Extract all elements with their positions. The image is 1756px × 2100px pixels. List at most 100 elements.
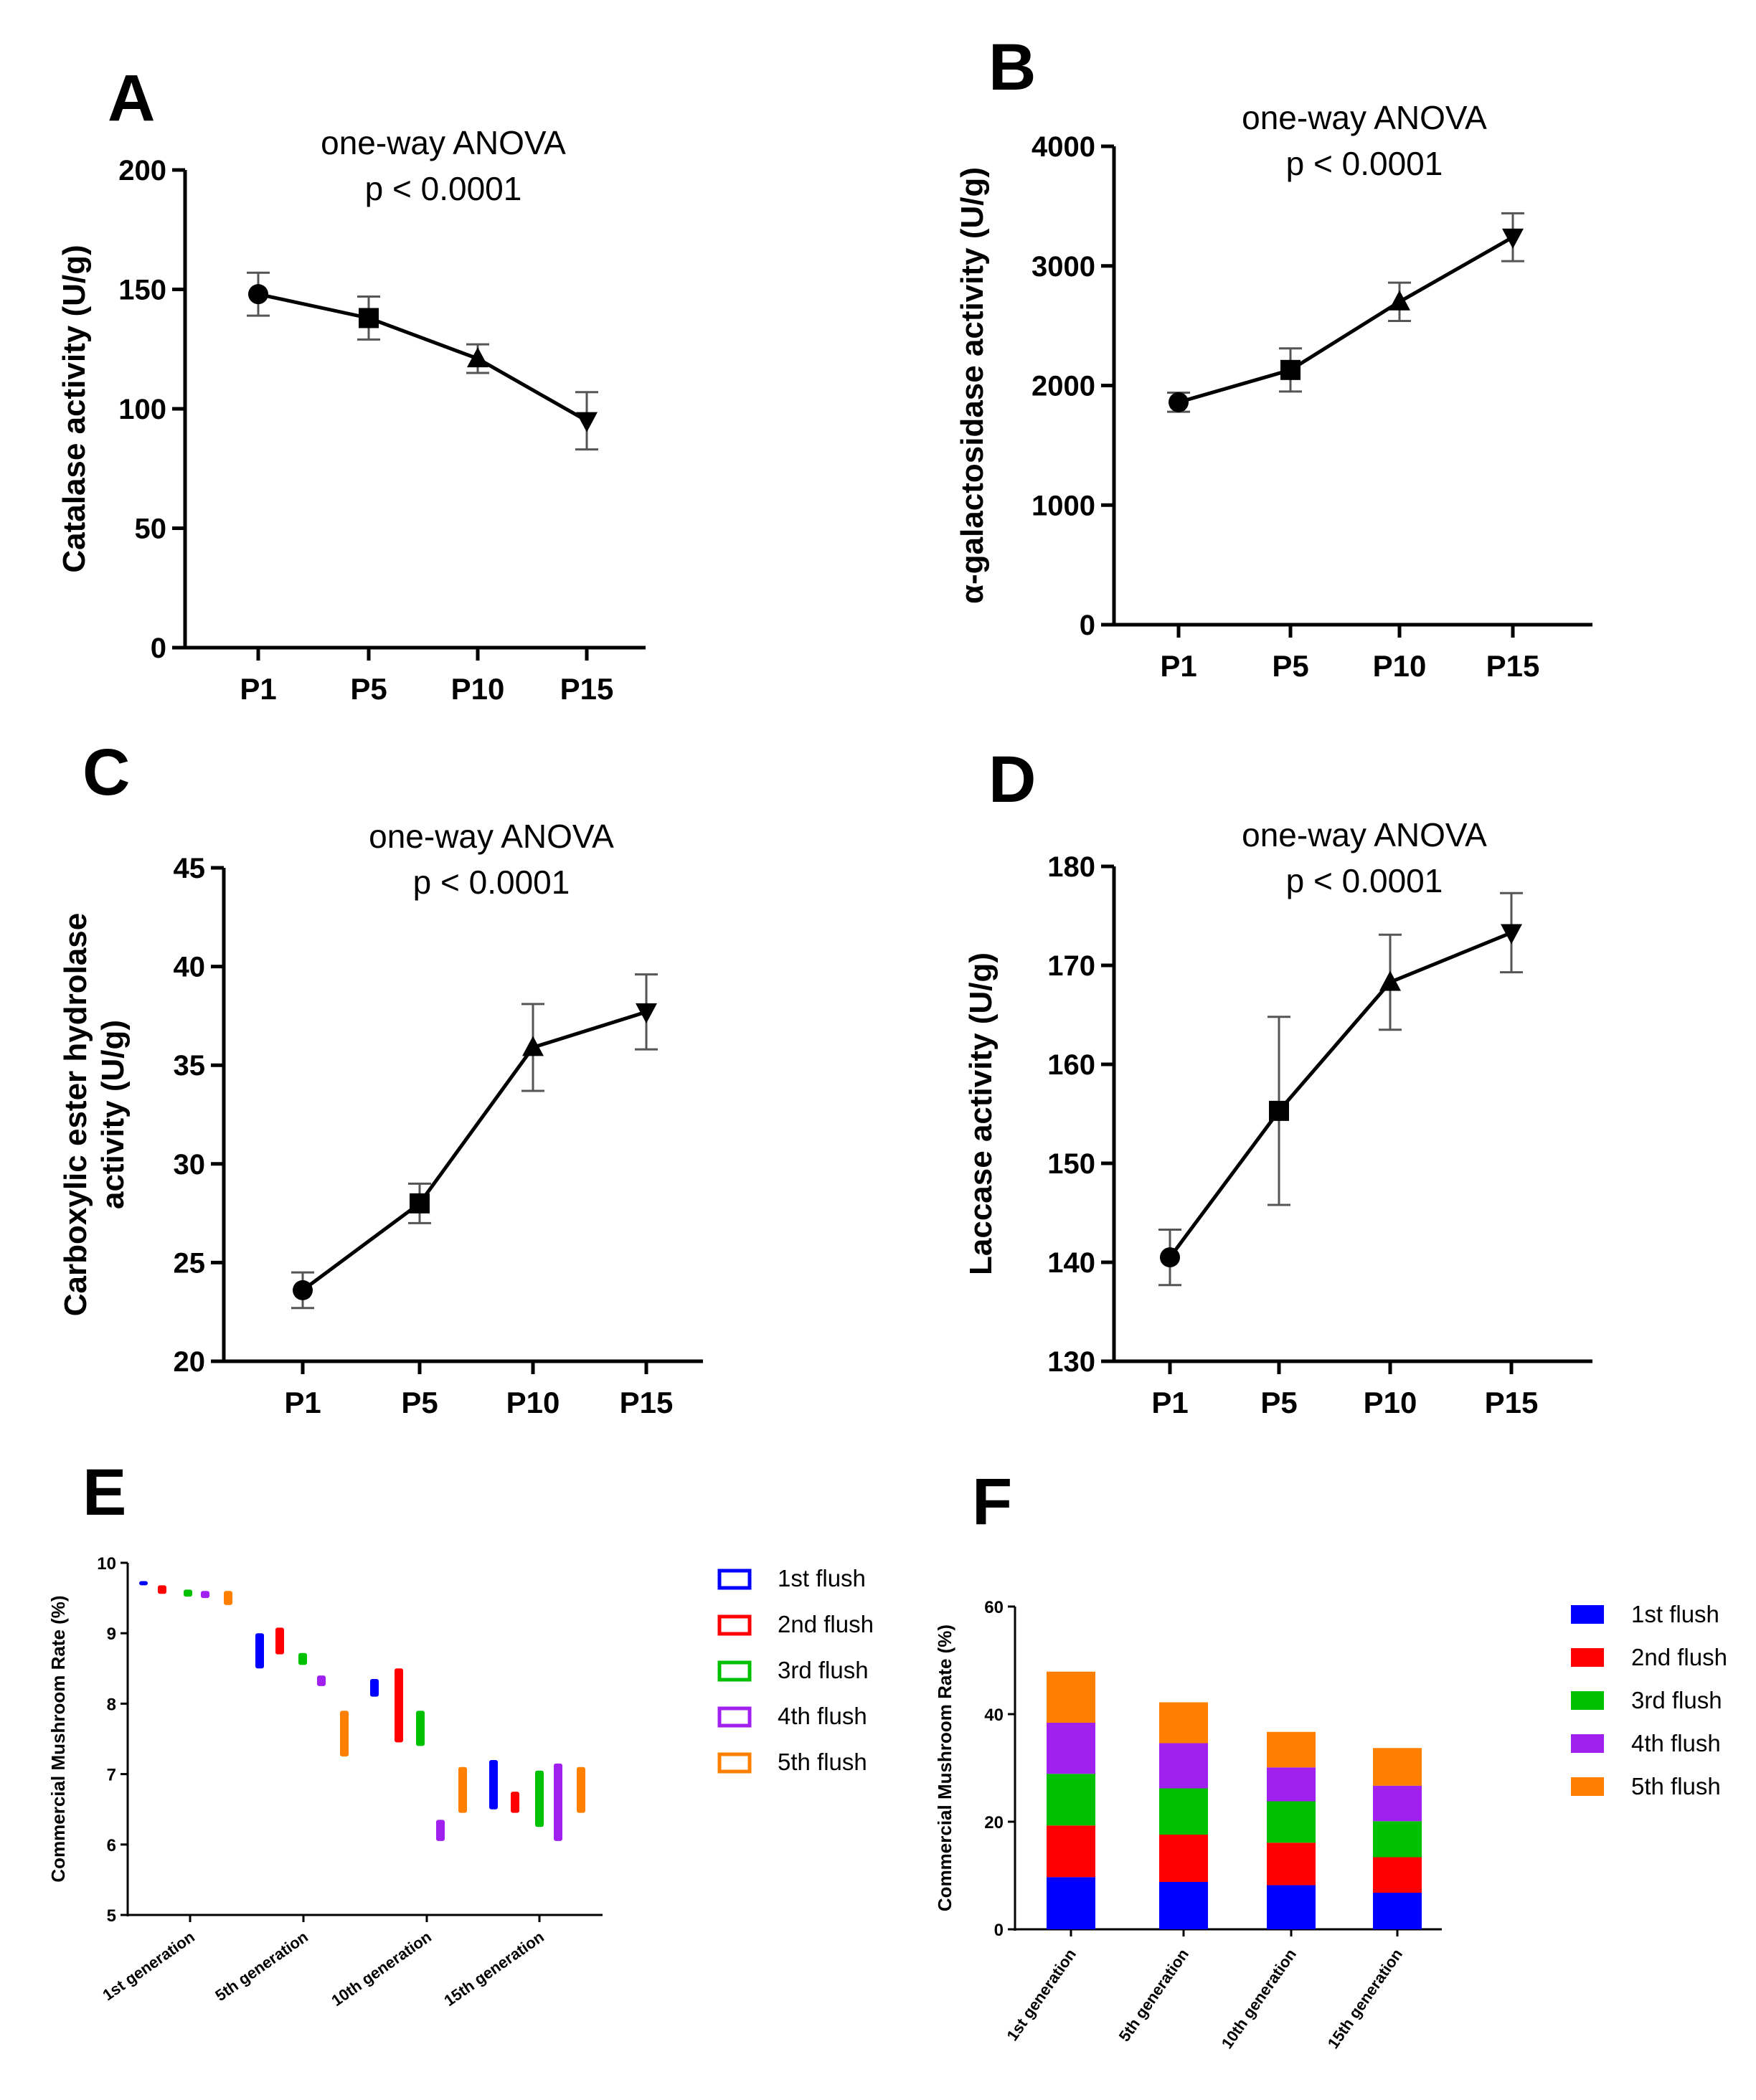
- panel-e-range-3rd-flush-10th-generation: [416, 1711, 425, 1746]
- panel-f-legend-label-5th-flush: 5th flush: [1631, 1773, 1721, 1799]
- panel-a-point-p10-marker: [467, 347, 488, 368]
- panel-e-range-5th-flush-10th-generation: [458, 1766, 467, 1813]
- panel-f-bar-4th-flush-10th-generation: [1267, 1767, 1316, 1802]
- panel-d-y-axis-label: Laccase activity (U/g): [963, 952, 999, 1275]
- panel-e-legend-swatch-4th-flush: [717, 1706, 752, 1728]
- panel-d-point-p1-marker: [1160, 1247, 1180, 1268]
- panel-b-y-tick-label: 0: [1080, 610, 1095, 641]
- panel-b-point-p5-marker: [1280, 359, 1301, 380]
- panel-e-range-2nd-flush-10th-generation: [395, 1668, 403, 1743]
- panel-e-y-tick-label: 8: [107, 1695, 116, 1714]
- panel-f-legend-swatch-4th-flush: [1571, 1734, 1604, 1753]
- panel-f-y-tick-label: 40: [984, 1706, 1004, 1725]
- panel-e-range-2nd-flush-1st-generation: [158, 1585, 166, 1594]
- panel-d-series-line: [1168, 931, 1512, 1259]
- panel-f-bar-5th-flush-15th-generation: [1373, 1748, 1422, 1786]
- panel-e-x-tick-label-10th-generation: 10th generation: [328, 1928, 435, 2010]
- panel-d-y-tick-label: 180: [1047, 851, 1095, 883]
- panel-e-y-tick-label: 10: [97, 1554, 116, 1574]
- panel-f-bar-1st-flush-15th-generation: [1373, 1893, 1422, 1929]
- panel-e-range-5th-flush-15th-generation: [577, 1766, 585, 1813]
- panel-e-range-3rd-flush-1st-generation: [184, 1589, 192, 1597]
- panel-d-y-tick-label: 140: [1047, 1247, 1095, 1279]
- panel-f-bar-4th-flush-1st-generation: [1047, 1723, 1095, 1774]
- panel-f-bar-2nd-flush-1st-generation: [1047, 1825, 1095, 1878]
- panel-c-x-tick-label-p10: P10: [506, 1386, 560, 1419]
- chart-carboxylic-ester-hydrolase: 20 25 30 35 40 45 P1 P5 P10 P15 Carboxylic ester h…: [58, 818, 703, 1419]
- panel-c-y-tick-label: 35: [174, 1050, 206, 1082]
- panel-c-y-tick-label: 40: [174, 952, 206, 983]
- panel-e-legend-label-1st-flush: 1st flush: [778, 1565, 866, 1591]
- panel-a-x-tick-label-p10: P10: [451, 672, 505, 706]
- panel-e-range-4th-flush-10th-generation: [436, 1820, 445, 1841]
- panel-letter-d: D: [988, 743, 1036, 816]
- panel-letter-a: A: [108, 62, 155, 135]
- panel-d-y-tick-label: 160: [1047, 1049, 1095, 1081]
- panel-f-x-tick-label-15th-generation: 15th generation: [1324, 1946, 1406, 2053]
- panel-f-bar-4th-flush-5th-generation: [1159, 1743, 1208, 1789]
- panel-e-x-tick-label-5th-generation: 5th generation: [212, 1928, 311, 2005]
- panel-f-legend-swatch-5th-flush: [1571, 1777, 1604, 1796]
- panel-a-series-line: [258, 292, 588, 422]
- panel-e-legend-label-5th-flush: 5th flush: [778, 1749, 867, 1775]
- panel-c-point-p10-marker: [522, 1036, 544, 1056]
- panel-f-bar-3rd-flush-15th-generation: [1373, 1821, 1422, 1858]
- panel-d-x-tick-label-p10: P10: [1364, 1386, 1417, 1419]
- panel-e-y-tick-label: 9: [107, 1624, 116, 1644]
- panel-e-y-axis-label: Commercial Mushroom Rate (%): [47, 1595, 69, 1882]
- panel-a-y-axis-label: Catalase activity (U/g): [57, 245, 92, 572]
- panel-c-x-tick-label-p5: P5: [401, 1386, 438, 1419]
- panel-e-range-4th-flush-1st-generation: [201, 1591, 209, 1599]
- panel-f-bar-4th-flush-15th-generation: [1373, 1785, 1422, 1822]
- panel-e-legend-label-4th-flush: 4th flush: [778, 1703, 867, 1729]
- panel-b-anova-title: one-way ANOVA: [1242, 99, 1487, 136]
- panel-c-y-axis-label-line-1: Carboxylic ester hydrolase: [58, 913, 93, 1316]
- panel-c-x-tick-label-p1: P1: [284, 1386, 321, 1419]
- panel-f-bar-3rd-flush-1st-generation: [1047, 1774, 1095, 1826]
- panel-d-point-p5-marker: [1269, 1100, 1289, 1121]
- panel-f-bar-5th-flush-10th-generation: [1267, 1731, 1316, 1768]
- panel-e-range-4th-flush-15th-generation: [554, 1763, 562, 1841]
- panel-f-bar-2nd-flush-15th-generation: [1373, 1857, 1422, 1893]
- panel-f-y-axis-label: Commercial Mushroom Rate (%): [934, 1624, 955, 1911]
- panel-e-range-1st-flush-5th-generation: [255, 1633, 264, 1669]
- panel-a-point-p15-marker: [576, 412, 598, 432]
- panel-a-x-tick-label-p1: P1: [240, 672, 276, 706]
- panel-letter-c: C: [82, 736, 130, 809]
- panel-f-x-tick-label-10th-generation: 10th generation: [1218, 1946, 1300, 2053]
- panel-e-range-1st-flush-1st-generation: [139, 1581, 148, 1586]
- panel-e-legend-swatch-2nd-flush: [717, 1614, 752, 1636]
- panel-e-range-4th-flush-5th-generation: [317, 1675, 326, 1686]
- panel-d-x-tick-label-p15: P15: [1485, 1386, 1539, 1419]
- panel-f-bar-5th-flush-1st-generation: [1047, 1671, 1095, 1723]
- panel-b-y-tick-label: 4000: [1032, 131, 1095, 163]
- panel-f-y-tick-label: 60: [984, 1598, 1004, 1617]
- chart-mushroom-rate-stacked: 0 20 40 60 1st generation 5th generation 10th …: [934, 1598, 1727, 2052]
- chart-mushroom-rate-floating: 5 6 7 8 9 10 1st generation 5th generation 10th …: [47, 1554, 874, 2010]
- panel-b-y-axis-label: α-galactosidase activity (U/g): [955, 167, 990, 604]
- panel-f-bar-2nd-flush-5th-generation: [1159, 1835, 1208, 1882]
- panel-a-point-p5-marker: [359, 308, 379, 328]
- panel-f-bar-3rd-flush-10th-generation: [1267, 1801, 1316, 1843]
- panel-e-range-2nd-flush-15th-generation: [511, 1792, 519, 1813]
- panel-b-x-tick-label-p15: P15: [1486, 649, 1540, 683]
- panel-a-point-p1-marker: [248, 284, 268, 305]
- panel-e-legend-label-2nd-flush: 2nd flush: [778, 1611, 874, 1637]
- panel-c-point-p15-marker: [636, 1003, 657, 1023]
- panel-a-x-tick-label-p5: P5: [350, 672, 387, 706]
- panel-f-bar-3rd-flush-5th-generation: [1159, 1788, 1208, 1835]
- panel-c-x-tick-label-p15: P15: [620, 1386, 674, 1419]
- panel-f-y-tick-label: 0: [994, 1921, 1004, 1940]
- panel-f-legend-swatch-3rd-flush: [1571, 1691, 1604, 1710]
- panel-b-y-tick-label: 2000: [1032, 371, 1095, 402]
- panel-f-x-tick-label-1st-generation: 1st generation: [1003, 1946, 1080, 2045]
- panel-f-legend-label-4th-flush: 4th flush: [1631, 1730, 1721, 1756]
- panel-d-point-p15-marker: [1501, 924, 1522, 945]
- panel-c-p-value: p < 0.0001: [413, 864, 570, 901]
- panel-b-point-p10-marker: [1389, 290, 1410, 311]
- panel-e-range-5th-flush-5th-generation: [340, 1711, 349, 1757]
- panel-f-bar-1st-flush-1st-generation: [1047, 1877, 1095, 1929]
- panel-a-y-tick-label: 150: [118, 275, 166, 306]
- panel-e-legend-swatch-1st-flush: [717, 1569, 752, 1590]
- panel-f-legend-label-1st-flush: 1st flush: [1631, 1601, 1719, 1627]
